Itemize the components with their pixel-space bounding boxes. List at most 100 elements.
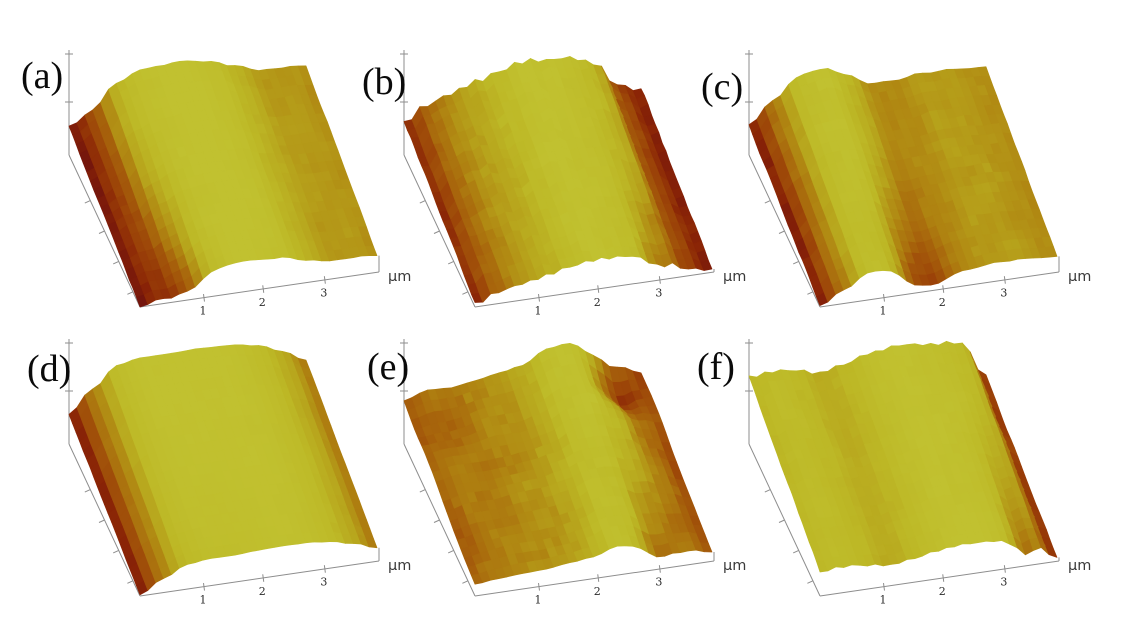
axis-unit-label: µm	[388, 558, 411, 574]
x-axis-tick-label: 3	[1000, 287, 1007, 300]
panel-f-plot: 1 2 3 µm (f)	[697, 339, 1091, 607]
x-axis	[819, 560, 1060, 597]
x-axis-tick	[1003, 276, 1006, 284]
y-axis-tick	[807, 580, 814, 584]
y-axis-tick	[792, 549, 799, 554]
x-axis-tick	[1003, 565, 1006, 573]
x-axis-tick-label: 1	[534, 594, 541, 607]
x-axis-tick-label: 2	[259, 296, 266, 309]
x-axis-tick-label: 3	[320, 576, 327, 589]
panel-label: (d)	[27, 348, 71, 390]
y-axis-tick	[778, 230, 785, 234]
x-axis-tick-label: 1	[879, 594, 886, 607]
y-axis-tick	[778, 519, 785, 523]
axes	[745, 50, 1060, 308]
afm-surface-mesh	[403, 56, 713, 303]
y-axis-tick	[127, 291, 134, 295]
x-axis-tick	[202, 582, 205, 591]
x-axis-tick-label: 3	[655, 287, 662, 300]
x-axis	[474, 271, 715, 308]
axes	[65, 50, 380, 308]
panel-label: (c)	[701, 66, 743, 108]
y-axis-tick	[98, 519, 105, 523]
afm-surface-mesh	[748, 340, 1058, 573]
x-axis-tick-label: 2	[259, 585, 266, 598]
axes	[65, 339, 380, 597]
y-axis-tick	[764, 489, 771, 493]
x-axis-tick	[882, 582, 885, 591]
x-axis-tick	[537, 293, 540, 302]
y-axis-tick	[792, 260, 799, 265]
x-axis-tick-label: 2	[594, 585, 601, 598]
x-axis-tick-label: 2	[939, 585, 946, 598]
y-axis-tick	[112, 260, 119, 265]
x-axis-tick-label: 1	[534, 305, 541, 318]
afm-surface-mesh	[68, 344, 378, 596]
y-axis-tick	[84, 200, 91, 204]
x-axis-tick-label: 1	[199, 594, 206, 607]
y-axis-tick	[433, 519, 440, 523]
x-axis-tick	[202, 293, 205, 302]
x-axis	[474, 560, 715, 597]
panel-c-plot: 1 2 3 µm (c)	[701, 50, 1091, 318]
panel-text-layer: 1 2 3 µm (e)	[367, 346, 746, 607]
panel-text-layer: 1 2 3 µm (f)	[697, 346, 1091, 607]
x-axis-tick	[658, 565, 661, 573]
axes	[400, 50, 715, 308]
x-axis-tick-label: 1	[199, 305, 206, 318]
panel-a-plot: 1 2 3 µm (a)	[21, 50, 411, 318]
panel-label: (a)	[21, 55, 63, 97]
axis-unit-label: µm	[388, 269, 411, 285]
panel-text-layer: 1 2 3 µm (c)	[701, 66, 1091, 318]
panel-text-layer: 1 2 3 µm (a)	[21, 55, 411, 318]
x-axis-tick	[323, 565, 326, 573]
x-axis-tick	[658, 276, 661, 284]
x-axis-tick-label: 3	[655, 576, 662, 589]
x-axis	[139, 271, 380, 308]
y-axis-tick	[807, 291, 814, 295]
panel-d-plot: 1 2 3 µm (d)	[27, 339, 411, 607]
axes	[400, 339, 715, 597]
panel-label: (b)	[362, 61, 406, 103]
afm-surface-mesh	[68, 60, 378, 308]
panel-b-plot: 1 2 3 µm (b)	[362, 50, 746, 318]
x-axis-tick	[323, 276, 326, 284]
x-axis-tick	[882, 293, 885, 302]
x-axis-tick	[942, 285, 945, 293]
y-axis-tick	[764, 200, 771, 204]
axes	[745, 339, 1060, 597]
y-axis-tick	[112, 549, 119, 554]
panel-text-layer: 1 2 3 µm (b)	[362, 61, 746, 318]
y-axis-tick	[462, 291, 469, 295]
x-axis-tick	[597, 574, 600, 582]
x-axis-tick-label: 1	[879, 305, 886, 318]
y-axis-tick	[419, 489, 426, 493]
y-axis-tick	[84, 489, 91, 493]
y-axis-tick	[447, 260, 454, 265]
y-axis-tick	[98, 230, 105, 234]
x-axis-tick-label: 2	[594, 296, 601, 309]
panel-e-plot: 1 2 3 µm (e)	[367, 339, 746, 607]
x-axis-tick	[537, 582, 540, 591]
y-axis-tick	[127, 580, 134, 584]
panel-label: (e)	[367, 346, 409, 388]
x-axis-tick-label: 3	[320, 287, 327, 300]
axis-unit-label: µm	[1068, 269, 1091, 285]
x-axis	[139, 560, 380, 597]
panel-text-layer: 1 2 3 µm (d)	[27, 348, 411, 607]
y-axis-tick	[433, 230, 440, 234]
axis-unit-label: µm	[1068, 558, 1091, 574]
axis-unit-label: µm	[723, 269, 746, 285]
panel-label: (f)	[697, 346, 735, 388]
y-axis-tick	[419, 200, 426, 204]
x-axis-tick-label: 2	[939, 296, 946, 309]
x-axis-tick	[942, 574, 945, 582]
afm-surface-mesh	[748, 66, 1058, 306]
axis-unit-label: µm	[723, 558, 746, 574]
x-axis	[819, 271, 1060, 308]
x-axis-tick	[597, 285, 600, 293]
x-axis-tick	[262, 574, 265, 582]
afm-surface-mesh	[403, 342, 713, 585]
y-axis-tick	[462, 580, 469, 584]
